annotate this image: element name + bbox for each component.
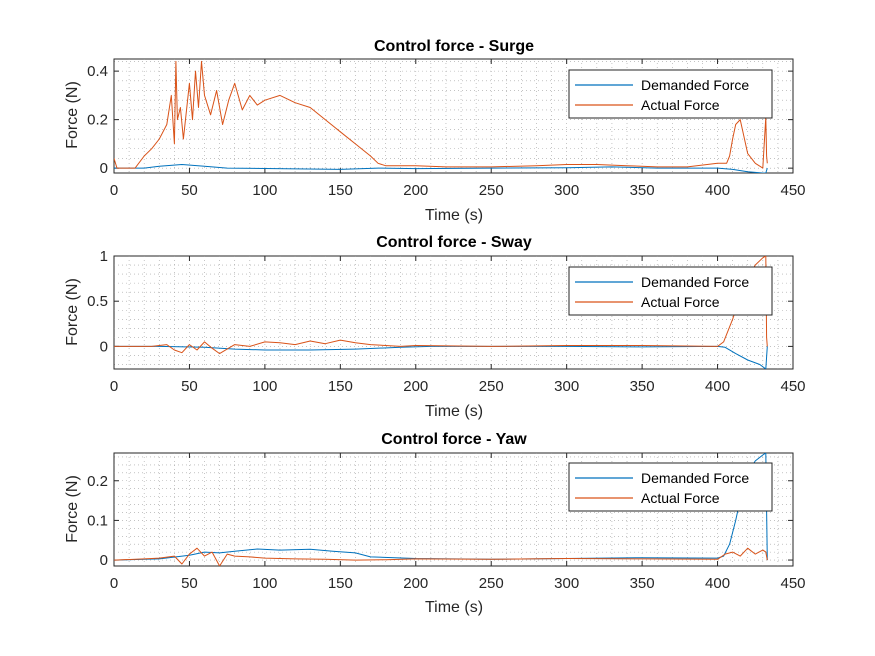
- x-tick-label: 450: [780, 182, 805, 199]
- y-tick-label: 0.2: [87, 473, 108, 490]
- x-tick-label: 50: [181, 575, 198, 592]
- y-tick-label: 0.5: [87, 293, 108, 310]
- subplot-yaw-ylabel: Force (N): [64, 475, 81, 543]
- subplot-sway-ylabel: Force (N): [64, 278, 81, 346]
- subplot-surge-ylabel: Force (N): [64, 81, 81, 149]
- legend-label-demanded: Demanded Force: [641, 77, 749, 93]
- x-tick-label: 100: [252, 575, 277, 592]
- subplot-yaw-ticks: 0 50 100 150 200 250 300 350 400 450 0 0.1 0.2: [87, 453, 806, 592]
- subplot-yaw-title: Control force - Yaw: [381, 431, 527, 448]
- subplot-sway: Control force - Sway Time (s) Force (N) …: [64, 234, 806, 420]
- x-tick-label: 350: [630, 182, 655, 199]
- x-tick-label: 100: [252, 378, 277, 395]
- subplot-yaw: Control force - Yaw Force (N) Time (s) 0…: [64, 431, 806, 616]
- x-tick-label: 350: [630, 378, 655, 395]
- subplot-sway-ticks: 0 50 100 150 200 250 300 350 400 450 0 0.5 1: [87, 248, 805, 395]
- subplot-surge-xlabel: Time (s): [425, 207, 483, 224]
- legend-box: [568, 462, 773, 512]
- x-tick-label: 250: [479, 182, 504, 199]
- x-tick-label: 400: [705, 575, 730, 592]
- subplot-surge-series: [114, 60, 768, 173]
- subplot-yaw-xlabel: Time (s): [425, 599, 483, 616]
- x-tick-label: 450: [780, 575, 805, 592]
- y-tick-label: 0: [100, 552, 108, 569]
- y-tick-label: 0: [100, 160, 108, 177]
- x-tick-label: 450: [780, 378, 805, 395]
- subplot-sway-xlabel: Time (s): [425, 403, 483, 420]
- x-tick-label: 350: [630, 575, 655, 592]
- subplot-surge-title: Control force - Surge: [374, 38, 534, 55]
- x-tick-label: 400: [705, 182, 730, 199]
- x-tick-label: 50: [181, 182, 198, 199]
- x-tick-label: 300: [554, 575, 579, 592]
- x-tick-label: 150: [328, 182, 353, 199]
- y-tick-label: 0: [100, 338, 108, 355]
- x-tick-label: 100: [252, 182, 277, 199]
- legend-box: [568, 266, 773, 316]
- x-tick-label: 400: [705, 378, 730, 395]
- x-tick-label: 0: [110, 182, 118, 199]
- legend-label-demanded: Demanded Force: [641, 470, 749, 486]
- x-tick-label: 250: [479, 575, 504, 592]
- x-tick-label: 150: [328, 378, 353, 395]
- legend-label-demanded: Demanded Force: [641, 274, 749, 290]
- series-actual-force: [114, 547, 768, 566]
- x-tick-label: 200: [403, 378, 428, 395]
- subplot-sway-legend: Demanded Force Actual Force: [568, 266, 773, 316]
- x-tick-label: 50: [181, 378, 198, 395]
- x-tick-label: 0: [110, 378, 118, 395]
- series-demanded-force: [114, 164, 768, 173]
- y-tick-label: 0.1: [87, 512, 108, 529]
- subplot-surge-ticks: 0 50 100 150 200 250 300 350 400 450 0 0.2 0.4: [87, 59, 806, 199]
- series-actual-force: [114, 60, 768, 169]
- x-tick-label: 200: [403, 182, 428, 199]
- y-tick-label: 1: [100, 248, 108, 265]
- legend-box: [568, 69, 773, 119]
- subplot-yaw-legend: Demanded Force Actual Force: [568, 462, 773, 512]
- y-tick-label: 0.2: [87, 112, 108, 129]
- subplot-surge-legend: Demanded Force Actual Force: [568, 69, 773, 119]
- x-tick-label: 300: [554, 378, 579, 395]
- subplot-sway-title: Control force - Sway: [376, 234, 532, 251]
- legend-label-actual: Actual Force: [641, 294, 720, 310]
- x-tick-label: 200: [403, 575, 428, 592]
- y-tick-label: 0.4: [87, 63, 108, 80]
- subplot-surge: Control force - Surge Time (s) Force (N)…: [64, 38, 806, 224]
- x-tick-label: 150: [328, 575, 353, 592]
- legend-label-actual: Actual Force: [641, 490, 720, 506]
- x-tick-label: 0: [110, 575, 118, 592]
- x-tick-label: 300: [554, 182, 579, 199]
- legend-label-actual: Actual Force: [641, 97, 720, 113]
- x-tick-label: 250: [479, 378, 504, 395]
